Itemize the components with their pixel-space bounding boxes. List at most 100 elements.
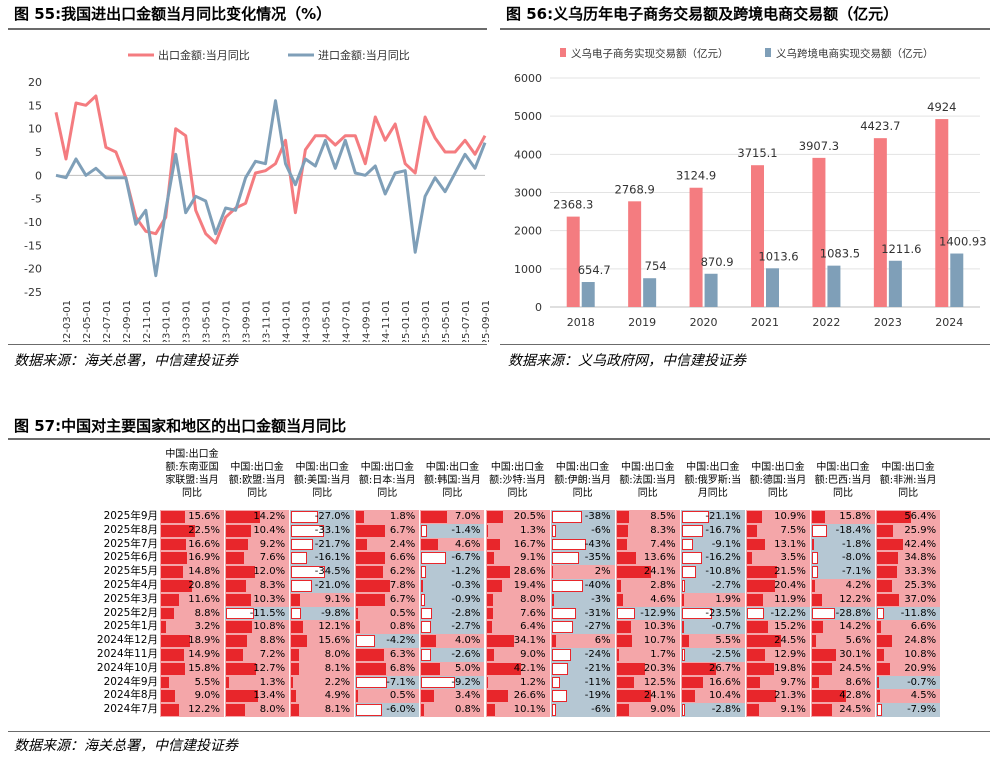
data-label-0: 4924: [927, 100, 956, 114]
table-cell: 7.0%: [420, 510, 485, 524]
table-cell: 24.5%: [745, 634, 810, 648]
table-row: 2024年11月 14.9% 7.2% 8.0% 6.3% -2.6% 9.0% -24% 1.…: [95, 647, 945, 662]
table-cell: -6.0%: [355, 703, 420, 717]
table-cell: -2.7%: [680, 578, 745, 593]
cell-value: 3.2%: [194, 621, 220, 633]
cell-value: 42.8%: [839, 690, 871, 702]
cell-data-bar: [551, 704, 557, 716]
table-cell: 10.3%: [225, 592, 290, 607]
table-cell: 15.2%: [745, 620, 810, 635]
table-cell: -35%: [550, 551, 615, 566]
row-label: 2025年1月: [103, 620, 158, 633]
table-cell: -7.9%: [876, 703, 941, 717]
table-cell: -28.8%: [811, 606, 875, 621]
cell-value: 19.8%: [774, 662, 806, 674]
cell-data-bar: [877, 704, 882, 716]
table-cell: 25.9%: [876, 523, 941, 538]
cell-value: 12.9%: [774, 648, 806, 660]
cell-data-bar: [681, 524, 704, 537]
x-tick-label: 2024: [935, 316, 963, 329]
row-label: 2024年9月: [103, 675, 158, 688]
table-cell: -0.7%: [876, 675, 941, 690]
figure56-source: 数据来源：义乌政府网，中信建投证券: [508, 353, 746, 369]
table-cell: 42.1%: [485, 661, 550, 676]
table-cell: 14.2%: [811, 620, 875, 635]
cell-data-bar: [877, 676, 880, 689]
cell-data-bar: [356, 524, 386, 537]
cell-data-bar: [551, 648, 571, 661]
cell-value: -21.0%: [314, 579, 351, 591]
table-cell: 20.8%: [160, 578, 224, 593]
table-cell: -0.7%: [680, 620, 745, 635]
row-label: 2024年11月: [96, 647, 158, 660]
cell-data-bar: [616, 635, 632, 647]
cell-data-bar: [291, 690, 296, 703]
table-cell: 2.8%: [615, 578, 680, 593]
cell-value: 15.6%: [318, 635, 351, 647]
table-cell: 56.4%: [876, 510, 941, 524]
cell-data-bar: [421, 607, 432, 620]
x-tick-label: 2018: [567, 316, 595, 329]
cell-data-bar: [812, 579, 816, 592]
table-cell: 20.4%: [745, 578, 810, 593]
cell-data-bar: [226, 690, 259, 703]
table-row: 2024年9月 5.5% 1.3% 2.2% -7.1% -9.2% 1.2% -11% 12.…: [95, 675, 945, 690]
cell-value: 8.8%: [259, 635, 286, 647]
cell-value: 1.7%: [650, 648, 676, 660]
cell-data-bar: [746, 635, 781, 647]
cell-data-bar: [812, 524, 827, 537]
cell-data-bar: [551, 676, 561, 689]
table-cell: 4.9%: [290, 689, 355, 704]
cell-data-bar: [356, 635, 375, 647]
cell-value: 10.4%: [253, 524, 286, 536]
cell-value: 24.5%: [839, 662, 871, 674]
cell-data-bar: [486, 662, 521, 675]
legend-label-0: 出口金额:当月同比: [158, 48, 250, 62]
table-cell: -18.4%: [811, 523, 875, 538]
cell-data-bar: [356, 662, 386, 675]
cell-data-bar: [291, 704, 300, 716]
cell-data-bar: [812, 566, 818, 578]
table-cell: 9.0%: [485, 647, 550, 662]
cell-value: 20.9%: [904, 662, 937, 674]
cell-data-bar: [812, 635, 817, 647]
table-cell: -6%: [550, 523, 615, 538]
cell-data-bar: [551, 579, 584, 592]
cell-data-bar: [877, 635, 893, 647]
cell-data-bar: [681, 579, 686, 592]
legend-swatch-0: [560, 48, 566, 57]
cell-data-bar: [812, 662, 832, 675]
data-label-1: 1083.5: [820, 247, 860, 261]
cell-data-bar: [161, 579, 193, 592]
table-cell: 6.7%: [355, 523, 420, 538]
cell-data-bar: [291, 607, 301, 620]
column-header: 中国:出口金额:东南亚国家联盟:当月同比: [165, 449, 219, 499]
x-tick-label: 2022-03-01: [62, 300, 73, 342]
cell-value: 21.3%: [774, 690, 806, 702]
cell-data-bar: [356, 593, 386, 606]
table-cell: -3%: [550, 592, 615, 607]
cell-value: -1.4%: [451, 524, 481, 536]
table-cell: -33.1%: [290, 523, 355, 538]
cell-value: 12.2%: [188, 704, 220, 716]
cell-value: 6.2%: [389, 566, 416, 578]
cell-data-bar: [551, 635, 557, 647]
table-cell: 20.9%: [876, 661, 941, 676]
table-cell: 10.4%: [680, 689, 745, 704]
table-cell: -2.8%: [680, 703, 745, 717]
cell-value: 12.0%: [253, 566, 286, 578]
table-cell: 3.5%: [745, 551, 810, 566]
y-tick-label: -25: [24, 286, 42, 299]
table-cell: -16.2%: [680, 551, 745, 566]
y-tick-label: 15: [28, 99, 42, 112]
x-tick-label: 2023-09-01: [242, 300, 253, 342]
cell-value: 6.6%: [910, 621, 937, 633]
table-cell: 15.6%: [160, 510, 224, 524]
cell-value: 2.2%: [324, 676, 351, 688]
data-label-1: 870.9: [701, 255, 734, 269]
table-cell: -40%: [550, 578, 615, 593]
data-label-0: 3907.3: [799, 139, 839, 153]
table-cell: 10.8%: [225, 620, 290, 635]
table-cell: 14.2%: [225, 510, 290, 524]
table-cell: -16.1%: [290, 551, 355, 566]
